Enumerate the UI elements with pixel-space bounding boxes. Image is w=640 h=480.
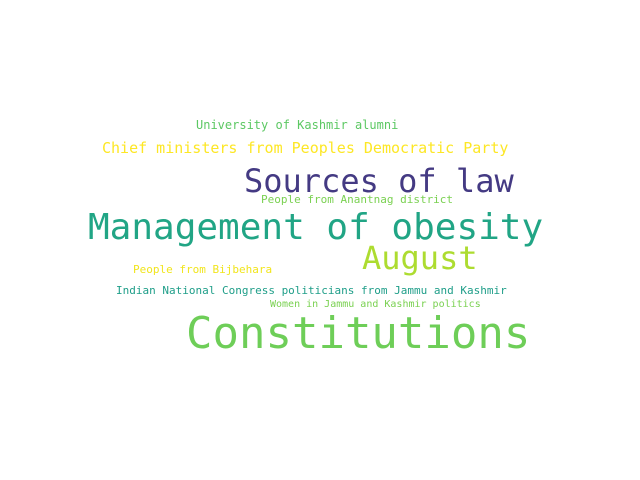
word-people-from-bijbehara: People from Bijbehara bbox=[133, 263, 273, 276]
word-women-in-jammu-and-kashmir-politics: Women in Jammu and Kashmir politics bbox=[270, 299, 481, 310]
word-sources-of-law: Sources of law bbox=[244, 162, 514, 200]
word-management-of-obesity: Management of obesity bbox=[88, 207, 544, 248]
word-chief-ministers-from-peoples-democratic-party: Chief ministers from Peoples Democratic … bbox=[102, 139, 509, 157]
word-august: August bbox=[362, 239, 478, 277]
word-people-from-anantnag-district: People from Anantnag district bbox=[261, 193, 454, 206]
word-constitutions: Constitutions bbox=[186, 308, 531, 359]
word-indian-national-congress-politicians-from-jammu-and-kashmir: Indian National Congress politicians fro… bbox=[116, 284, 507, 297]
word-university-of-kashmir-alumni: University of Kashmir alumni bbox=[196, 118, 399, 132]
